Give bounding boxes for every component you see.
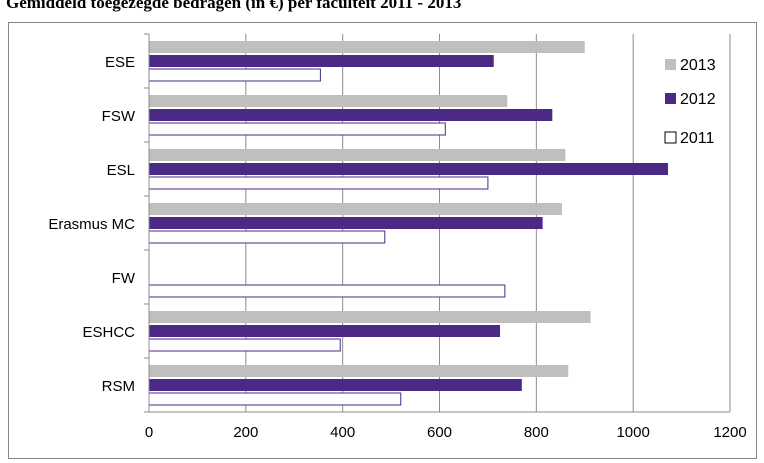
- legend-label: 2012: [680, 91, 716, 108]
- bar-2011: [148, 68, 321, 82]
- bar-2012: [149, 325, 501, 337]
- legend-label: 2011: [680, 130, 715, 147]
- category-label: ESE: [105, 54, 135, 71]
- legend-marker-2013: [665, 59, 676, 70]
- chart-title: Gemiddeld toegezegde bedragen (in €) per…: [6, 0, 462, 12]
- bar-2012: [149, 163, 669, 175]
- bar-2013: [149, 365, 569, 377]
- bar-2013: [149, 203, 562, 215]
- legend-label: 2013: [680, 57, 716, 74]
- x-tick-label: 400: [330, 424, 355, 441]
- x-tick-label: 800: [524, 424, 549, 441]
- legend: 2013 2012 2011: [664, 57, 716, 147]
- axes: 0 200 400 600 800 1000 1200 ESE FSW ESL Erasmus MC…: [48, 33, 747, 441]
- category-label: FSW: [102, 108, 136, 125]
- legend-marker-2011: [664, 131, 677, 144]
- category-label: ESL: [107, 162, 135, 179]
- bar-2011: [148, 338, 341, 352]
- x-tick-label: 1000: [616, 424, 649, 441]
- bar-2012: [149, 109, 553, 121]
- bar-2012: [149, 379, 522, 391]
- bar-2012: [149, 217, 543, 229]
- legend-marker-2012: [665, 93, 676, 104]
- category-label: ESHCC: [82, 324, 135, 341]
- bar-2013: [149, 41, 585, 53]
- category-label: RSM: [102, 378, 135, 395]
- bar-2011: [148, 230, 386, 244]
- x-tick-label: 0: [145, 424, 153, 441]
- bar-2011: [148, 122, 446, 136]
- chart-frame: [8, 22, 757, 459]
- bar-2011: [148, 176, 489, 190]
- bar-2011: [148, 392, 402, 406]
- bars: [148, 41, 669, 406]
- bar-2013: [149, 311, 591, 323]
- bar-2011: [148, 284, 506, 298]
- category-label: Erasmus MC: [48, 216, 135, 233]
- bar-2013: [149, 149, 566, 161]
- bar-2013: [149, 95, 508, 107]
- x-tick-label: 200: [233, 424, 258, 441]
- bar-2012: [149, 55, 494, 67]
- x-tick-label: 600: [427, 424, 452, 441]
- x-tick-label: 1200: [713, 424, 746, 441]
- category-label: FW: [112, 270, 136, 287]
